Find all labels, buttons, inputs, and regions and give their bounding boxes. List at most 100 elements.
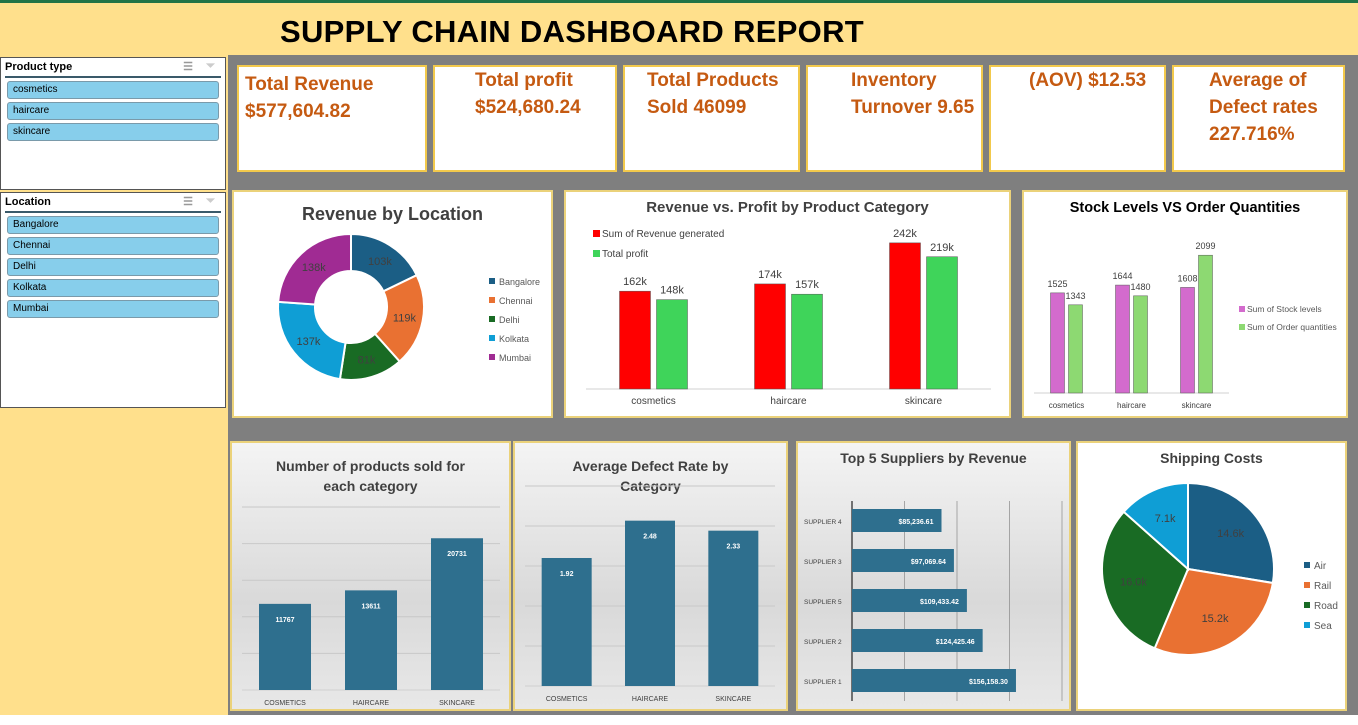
data-label: 1608 [1177,273,1197,283]
bar[interactable] [625,520,675,686]
legend-entry: Mumbai [499,353,531,363]
kpi-text: Inventory Turnover 9.65 [851,67,974,121]
chart-revenue-vs-profit: Revenue vs. Profit by Product Category 16… [564,190,1011,418]
bar[interactable] [708,530,759,686]
legend-entry: Sea [1314,621,1332,632]
products-sold-svg: Number of products sold for each category… [242,458,500,707]
kpi-card: Total Revenue $577,604.82 [237,65,427,172]
multi-select-icon[interactable]: ☰ [183,196,193,208]
bar[interactable] [1050,292,1065,394]
category-label: SUPPLIER 3 [804,559,842,566]
bar[interactable] [541,558,592,686]
bar[interactable] [852,589,967,612]
slice-sea[interactable] [1122,481,1189,572]
revenue-vs-profit-svg: Revenue vs. Profit by Product Category 16… [586,199,991,407]
bar[interactable] [852,629,983,652]
slicer-item[interactable]: Mumbai [7,300,219,318]
bar[interactable] [1180,287,1195,394]
data-label: 16.0k [1120,576,1147,588]
legend-swatch [489,354,495,360]
bar[interactable] [619,290,651,390]
data-label: 219k [930,242,954,254]
legend-entry: Sum of Revenue generated [602,229,724,240]
kpi-card: Inventory Turnover 9.65 [806,65,983,172]
chart-products-sold: Number of products sold for each category… [230,441,511,711]
bar[interactable] [852,669,1016,692]
data-label: 148k [660,285,684,297]
kpi-line1: Total Revenue [245,74,374,95]
legend-swatch [489,335,495,341]
category-label: haircare [1117,401,1146,410]
data-label: 15.2k [1202,613,1229,625]
slicer-item[interactable]: skincare [7,123,219,141]
bar[interactable] [1133,295,1148,394]
bar[interactable] [1068,304,1083,394]
data-label: 13611 [361,603,380,610]
slice-mumbai[interactable] [277,232,352,306]
legend-entry: Total profit [602,249,648,260]
slice-road[interactable] [1101,510,1190,650]
chart-shipping-costs: Shipping Costs 14.6k 15.2k 16.0k 7.1k Air Rail… [1076,441,1347,711]
category-label: SUPPLIER 4 [804,519,842,526]
data-label: $156,158.30 [969,679,1008,686]
bar[interactable] [852,549,954,572]
kpi-line3: 227.716% [1209,124,1295,145]
bar[interactable] [926,256,958,390]
legend-swatch [1304,622,1310,628]
slice-rail[interactable] [1153,567,1275,656]
bar[interactable] [791,293,823,390]
slice-air[interactable] [1187,481,1275,585]
slicer-item[interactable]: haircare [7,102,219,120]
shipping-costs-svg: Shipping Costs 14.6k 15.2k 16.0k 7.1k Air Rail… [1101,450,1338,656]
category-label: SUPPLIER 1 [804,679,842,686]
slicer-header: Product type ☰ ⏷ [5,58,221,78]
category-label: haircare [770,396,807,407]
kpi-line2: $524,680.24 [475,97,581,118]
chart-title: Top 5 Suppliers by Revenue [840,450,1027,466]
kpi-card: (AOV) $12.53 [989,65,1166,172]
slicer-item[interactable]: Bangalore [7,216,219,234]
bar[interactable] [889,242,921,390]
category-label: SKINCARE [439,700,475,707]
slicer-item[interactable]: Chennai [7,237,219,255]
chart-title: Number of products sold for [276,458,466,474]
bar[interactable] [656,299,688,390]
chart-top-suppliers: Top 5 Suppliers by Revenue $85,236.61 SUPP… [796,441,1071,711]
header-band [0,3,1358,55]
slicer-location: Location ☰ ⏷ Bangalore Chennai Delhi Kolkata Mu… [0,192,226,408]
bar[interactable] [431,538,483,690]
data-label: $124,425.46 [936,639,975,646]
slicer-item[interactable]: cosmetics [7,81,219,99]
bar[interactable] [852,509,942,532]
slicer-item[interactable]: Kolkata [7,279,219,297]
multi-select-icon[interactable]: ☰ [183,61,193,73]
data-label: $85,236.61 [898,519,933,526]
kpi-text: Total profit $524,680.24 [475,67,581,121]
clear-filter-icon[interactable]: ⏷ [206,60,215,72]
bar[interactable] [259,603,311,690]
data-label: 242k [893,228,917,240]
bar[interactable] [1115,284,1130,394]
data-label: 138k [302,262,326,274]
category-label: SUPPLIER 2 [804,639,842,646]
legend-entry: Rail [1314,581,1331,592]
clear-filter-icon[interactable]: ⏷ [206,195,215,207]
data-label: 11767 [275,617,294,624]
bar[interactable] [1198,254,1213,394]
slicer-item[interactable]: Delhi [7,258,219,276]
bar[interactable] [345,590,397,690]
slicer-product-type: Product type ☰ ⏷ cosmetics haircare skincare [0,57,226,190]
category-label: cosmetics [1049,401,1085,410]
category-label: skincare [905,396,943,407]
bar[interactable] [754,283,786,390]
legend-entry: Sum of Stock levels [1247,304,1322,314]
data-label: 174k [758,269,782,281]
kpi-text: Total Revenue $577,604.82 [245,71,373,125]
avg-defect-rate-svg: Average Defect Rate byCategory1.92COSMET… [525,458,775,703]
slicer-header: Location ☰ ⏷ [5,193,221,213]
slicer-title: Product type [5,61,73,73]
data-label: 1.92 [560,571,574,578]
chart-title: Shipping Costs [1160,450,1263,466]
slice-kolkata[interactable] [277,300,347,381]
chart-title: each category [323,478,417,494]
